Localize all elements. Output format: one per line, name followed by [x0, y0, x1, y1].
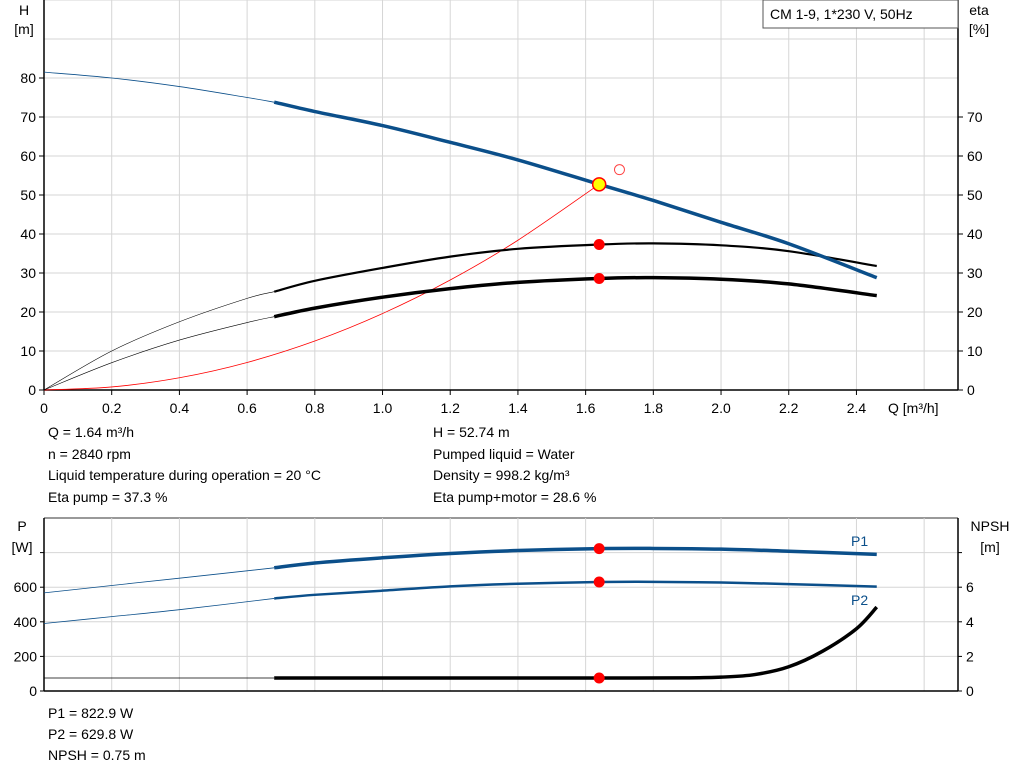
result-npsh: NPSH = 0.75 m: [48, 747, 146, 763]
npsh-point-marker: [593, 672, 605, 684]
duty-point-marker: [591, 177, 607, 192]
x-tick-label: 1.2: [440, 400, 460, 416]
x-tick-label: 0.4: [170, 400, 190, 416]
y-tick-label-left: 200: [14, 648, 38, 664]
y-tick-label-left: 20: [20, 304, 36, 320]
x-tick-label: 0: [40, 400, 48, 416]
p2-curve-thin: [43, 598, 275, 624]
chart-title: CM 1-9, 1*230 V, 50Hz: [770, 6, 913, 22]
y-tick-label-right: 4: [966, 614, 974, 630]
y-tick-label-right: 6: [966, 579, 974, 595]
p2-series-label: P2: [851, 592, 868, 608]
results-right: H = 52.74 m Pumped liquid = Water Densit…: [433, 422, 596, 508]
y-tick-label-left: 70: [20, 109, 36, 125]
result-h: H = 52.74 m: [433, 424, 510, 440]
p2-curve: [274, 580, 877, 600]
p2-point-marker: [593, 576, 605, 588]
npsh-curve: [274, 605, 879, 680]
results-power: P1 = 822.9 W P2 = 629.8 W NPSH = 0.75 m: [48, 703, 146, 766]
y-axis-unit-left: [m]: [14, 21, 33, 37]
x-tick-label: 1.0: [373, 400, 393, 416]
y-axis-unit-left: [W]: [12, 539, 33, 555]
result-n: n = 2840 rpm: [48, 445, 131, 462]
head-curve: [273, 100, 878, 280]
y-tick-label-left: 80: [20, 70, 36, 86]
y-tick-label-right: 10: [967, 343, 983, 359]
result-q: Q = 1.64 m³/h: [48, 424, 134, 440]
y-tick-label-right: 70: [967, 109, 983, 125]
y-tick-label-left: 10: [20, 343, 36, 359]
y-tick-label-left: 400: [14, 614, 38, 630]
eta-point-marker: [593, 272, 605, 284]
p1-series-label: P1: [851, 533, 868, 549]
y-axis-label-left: H: [19, 2, 29, 18]
y-axis-unit-right: [%]: [969, 21, 989, 37]
y-tick-label-left: 60: [20, 148, 36, 164]
y-tick-label-right: 2: [966, 648, 974, 664]
x-tick-label: 0.6: [237, 400, 257, 416]
eta-pump-curve: [273, 242, 877, 293]
y-tick-label-left: 50: [20, 187, 36, 203]
p1-point-marker: [593, 543, 605, 555]
y-tick-label-left: 0: [28, 382, 36, 398]
y-tick-label-left: 0: [29, 683, 37, 699]
system-curve: [43, 183, 600, 391]
result-p1: P1 = 822.9 W: [48, 705, 134, 721]
eta-pump-motor-curve: [273, 275, 877, 319]
y-axis-label-right: NPSH: [971, 518, 1010, 534]
x-axis-label: Q [m³/h]: [888, 400, 939, 416]
requested-point-marker: [613, 164, 625, 176]
eta-pump-curve-thin: [43, 291, 275, 391]
y-axis-label-left: P: [17, 518, 26, 534]
result-density: Density = 998.2 kg/m³: [433, 467, 570, 483]
y-axis-unit-right: [m]: [980, 539, 999, 555]
y-tick-label-right: 0: [966, 683, 974, 699]
result-p2: P2 = 629.8 W: [48, 726, 134, 742]
y-tick-label-left: 600: [14, 579, 38, 595]
result-eta-pump: Eta pump = 37.3 %: [48, 488, 168, 505]
head-curve-thin: [43, 71, 275, 103]
results-left: Q = 1.64 m³/h n = 2840 rpm Liquid temper…: [48, 422, 321, 508]
y-tick-label-right: 60: [967, 148, 983, 164]
y-tick-label-right: 20: [967, 304, 983, 320]
x-tick-label: 0.2: [102, 400, 122, 416]
y-tick-label-right: 0: [967, 382, 975, 398]
x-tick-label: 1.8: [644, 400, 664, 416]
x-tick-label: 2.2: [779, 400, 799, 416]
y-tick-label-right: 50: [967, 187, 983, 203]
y-tick-label-left: 30: [20, 265, 36, 281]
eta-pump-motor-curve-thin: [43, 316, 275, 391]
x-tick-label: 2.4: [847, 400, 867, 416]
x-tick-label: 0.8: [305, 400, 325, 416]
x-tick-label: 1.6: [576, 400, 596, 416]
result-eta-total: Eta pump+motor = 28.6 %: [433, 488, 597, 505]
eta-point-marker: [593, 239, 605, 251]
y-tick-label-right: 40: [967, 226, 983, 242]
x-tick-label: 2.0: [711, 400, 731, 416]
title-box: [762, 0, 959, 29]
y-tick-label-right: 30: [967, 265, 983, 281]
result-liquid: Pumped liquid = Water: [433, 445, 575, 462]
y-tick-label-left: 40: [20, 226, 36, 242]
y-axis-label-right: eta: [969, 2, 989, 18]
x-tick-label: 1.4: [508, 400, 528, 416]
p1-curve-thin: [43, 567, 275, 594]
p1-curve: [273, 546, 877, 570]
result-temp: Liquid temperature during operation = 20…: [48, 467, 321, 483]
